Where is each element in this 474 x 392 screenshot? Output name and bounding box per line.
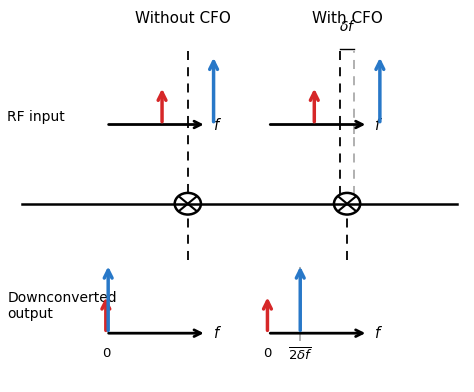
Text: $f$: $f$ bbox=[374, 116, 383, 132]
Text: $\delta f$: $\delta f$ bbox=[338, 19, 356, 34]
Text: $f$: $f$ bbox=[213, 116, 222, 132]
Text: $f$: $f$ bbox=[213, 325, 222, 341]
Text: 0: 0 bbox=[101, 347, 110, 360]
Text: 0: 0 bbox=[263, 347, 272, 360]
Text: Downconverted
output: Downconverted output bbox=[8, 291, 117, 321]
Text: $f$: $f$ bbox=[374, 325, 383, 341]
Text: $\overline{2\delta f}$: $\overline{2\delta f}$ bbox=[288, 347, 313, 363]
Text: Without CFO: Without CFO bbox=[135, 11, 231, 26]
Text: With CFO: With CFO bbox=[311, 11, 383, 26]
Text: RF input: RF input bbox=[8, 110, 65, 124]
